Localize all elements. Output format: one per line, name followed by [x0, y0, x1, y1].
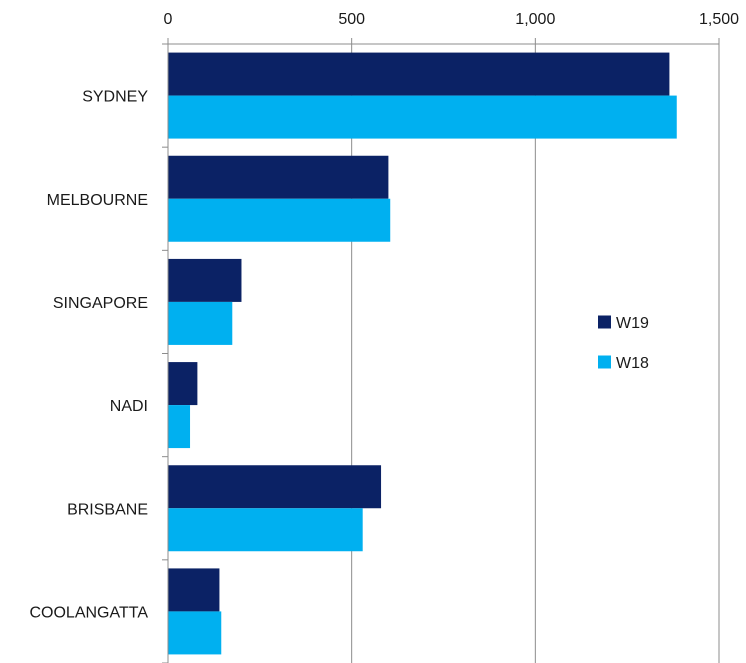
legend-label: W18	[616, 355, 649, 372]
y-tick-label: COOLANGATTA	[29, 604, 148, 621]
bar-w18-nadi	[168, 405, 191, 449]
legend-label: W19	[616, 315, 649, 332]
bar-w18-melbourne	[168, 198, 391, 242]
legend-swatch	[598, 355, 611, 369]
bar-w19-singapore	[168, 258, 242, 302]
y-tick-label: SINGAPORE	[53, 295, 148, 312]
x-tick-label: 500	[338, 11, 365, 28]
bar-w18-singapore	[168, 301, 233, 345]
bar-w19-brisbane	[168, 465, 382, 509]
y-tick-label: BRISBANE	[67, 501, 148, 518]
bar-w18-brisbane	[168, 508, 363, 552]
bar-w19-sydney	[168, 52, 670, 96]
x-tick-label: 1,000	[515, 11, 555, 28]
bar-w18-sydney	[168, 95, 677, 139]
bar-w19-nadi	[168, 362, 198, 406]
bar-w19-melbourne	[168, 155, 389, 199]
bars	[168, 52, 677, 655]
bar-w18-coolangatta	[168, 611, 222, 655]
y-tick-label: SYDNEY	[82, 89, 148, 106]
bar-w19-coolangatta	[168, 568, 220, 612]
y-tick-label: MELBOURNE	[47, 192, 148, 209]
legend-swatch	[598, 315, 611, 329]
x-tick-label: 0	[164, 11, 173, 28]
axes	[162, 38, 720, 663]
labels: 0 500 1,000 1,500 SYDNEY MELBOURNE SINGAPORE NA…	[29, 11, 739, 621]
y-tick-label: NADI	[110, 398, 148, 415]
legend: W19 W18	[598, 315, 649, 372]
gridlines	[351, 44, 720, 663]
x-tick-label: 1,500	[699, 11, 739, 28]
